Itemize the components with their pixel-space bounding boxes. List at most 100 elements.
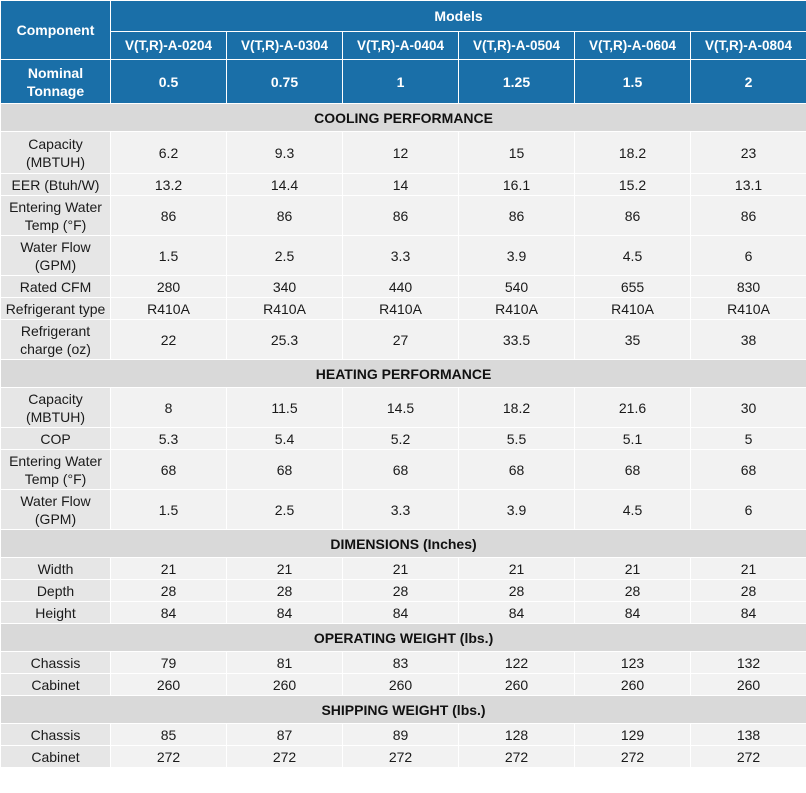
value-cell: 260 [110,673,227,696]
value-cell: 2.5 [226,489,343,530]
value-cell: 22 [110,319,227,360]
value-cell: 440 [342,275,459,298]
value-cell: 86 [458,195,575,236]
value-cell: 4.5 [574,489,691,530]
section-header-row: OPERATING WEIGHT (lbs.) [0,623,806,652]
component-header: Component [0,0,111,60]
value-cell: 540 [458,275,575,298]
header-row-model-codes: V(T,R)-A-0204 V(T,R)-A-0304 V(T,R)-A-040… [1,31,806,60]
models-header: Models [109,0,806,32]
value-cell: 28 [689,579,806,602]
row-label: Capacity (MBTUH) [0,131,111,174]
value-cell: 272 [226,745,343,768]
value-cell: 5.2 [342,427,459,450]
table-row: Height 84 84 84 84 84 84 [0,601,806,624]
value-cell: 79 [110,651,227,674]
value-cell: 21 [689,557,806,580]
value-cell: 6 [689,235,806,276]
value-cell: 28 [110,579,227,602]
value-cell: 18.2 [574,131,691,174]
value-cell: 260 [226,673,343,696]
value-cell: 340 [226,275,343,298]
row-label: Depth [0,579,111,602]
value-cell: 21 [458,557,575,580]
value-cell: 87 [226,723,343,746]
value-cell: 122 [458,651,575,674]
value-cell: 84 [689,601,806,624]
value-cell: R410A [342,297,459,320]
value-cell: R410A [110,297,227,320]
header-row-tonnage: Nominal Tonnage 0.5 0.75 1 1.25 1.5 2 [0,59,806,104]
row-label: Water Flow (GPM) [0,235,111,276]
value-cell: 84 [458,601,575,624]
value-cell: 5.1 [574,427,691,450]
section-header-row: SHIPPING WEIGHT (lbs.) [0,695,806,724]
tonnage-cell: 1.5 [574,59,691,104]
value-cell: 21.6 [574,387,691,428]
value-cell: 21 [110,557,227,580]
row-label: Cabinet [0,745,111,768]
value-cell: 21 [574,557,691,580]
value-cell: 11.5 [226,387,343,428]
table-row: Entering Water Temp (°F) 86 86 86 86 86 86 [0,195,806,236]
value-cell: 14 [342,173,459,196]
value-cell: 260 [458,673,575,696]
table-row: Capacity (MBTUH) 6.2 9.3 12 15 18.2 23 [0,131,806,174]
table-row: Water Flow (GPM) 1.5 2.5 3.3 3.9 4.5 6 [0,235,806,276]
tonnage-cell: 2 [689,59,806,104]
tonnage-cell: 0.5 [110,59,227,104]
row-label: EER (Btuh/W) [0,173,111,196]
value-cell: 38 [689,319,806,360]
model-header: V(T,R)-A-0604 [574,31,691,60]
table-row: Depth 28 28 28 28 28 28 [0,579,806,602]
value-cell: 28 [574,579,691,602]
section-title: OPERATING WEIGHT (lbs.) [0,623,806,652]
value-cell: 18.2 [458,387,575,428]
value-cell: 3.3 [342,489,459,530]
value-cell: 5.4 [226,427,343,450]
row-label: Refrigerant charge (oz) [0,319,111,360]
value-cell: 9.3 [226,131,343,174]
value-cell: 84 [574,601,691,624]
value-cell: 1.5 [110,489,227,530]
value-cell: 272 [458,745,575,768]
value-cell: 83 [342,651,459,674]
row-label: Water Flow (GPM) [0,489,111,530]
row-label: Entering Water Temp (°F) [0,449,111,490]
section-title: DIMENSIONS (Inches) [0,529,806,558]
table-row: Refrigerant type R410A R410A R410A R410A R410… [0,297,806,320]
value-cell: 8 [110,387,227,428]
value-cell: 260 [689,673,806,696]
model-header: V(T,R)-A-0204 [110,31,227,60]
value-cell: 28 [226,579,343,602]
value-cell: 260 [342,673,459,696]
row-label: Chassis [0,723,111,746]
value-cell: 12 [342,131,459,174]
value-cell: 84 [110,601,227,624]
row-label: Rated CFM [0,275,111,298]
value-cell: 84 [342,601,459,624]
value-cell: 272 [574,745,691,768]
value-cell: 86 [226,195,343,236]
section-header-row: DIMENSIONS (Inches) [0,529,806,558]
table-row: Entering Water Temp (°F) 68 68 68 68 68 68 [0,449,806,490]
value-cell: 27 [342,319,459,360]
value-cell: 6.2 [110,131,227,174]
model-header: V(T,R)-A-0304 [226,31,343,60]
table-row: Rated CFM 280 340 440 540 655 830 [0,275,806,298]
value-cell: 86 [574,195,691,236]
row-label: COP [0,427,111,450]
value-cell: R410A [226,297,343,320]
value-cell: 21 [226,557,343,580]
table-body: Component Models V(T,R)-A-0204 V(T,R)-A-… [0,0,806,768]
value-cell: 3.9 [458,489,575,530]
value-cell: 86 [342,195,459,236]
value-cell: 35 [574,319,691,360]
table-row: Chassis 85 87 89 128 129 138 [0,723,806,746]
value-cell: 13.2 [110,173,227,196]
section-header-row: HEATING PERFORMANCE [0,359,806,388]
value-cell: 68 [574,449,691,490]
value-cell: 68 [226,449,343,490]
section-title: HEATING PERFORMANCE [0,359,806,388]
value-cell: 3.9 [458,235,575,276]
